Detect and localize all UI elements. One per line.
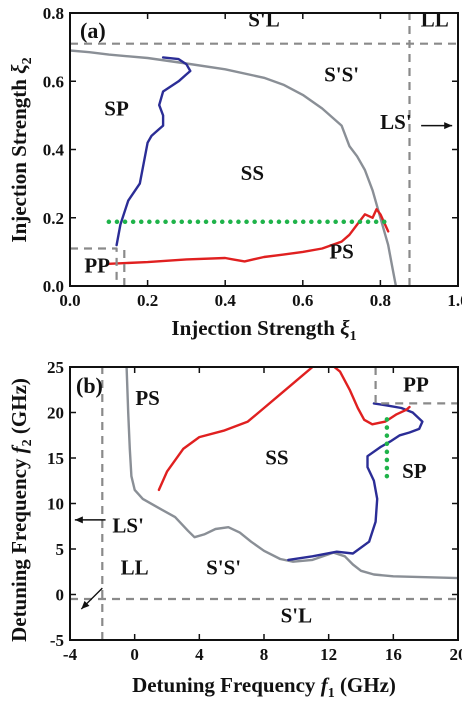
panel-b-series-group — [70, 367, 458, 640]
panel-b-ylabel: Detuning Frequency f2 (GHz) — [7, 378, 35, 642]
panel-b-xtick-label: -4 — [63, 645, 78, 664]
panel-b-region-label: S'S' — [206, 555, 241, 579]
panel-b-xtick-label: 4 — [195, 645, 204, 664]
panel-a-xtick-label: 0.4 — [215, 291, 237, 310]
panel-b: PS PP SS SP LS' LL S'S' S'L -4 0 4 8 12 16 20 -5 0 5 10 15… — [7, 358, 462, 701]
panel-a-xtick-label: 0.6 — [292, 291, 313, 310]
panel-b-xtick-label: 20 — [450, 645, 462, 664]
panel-b-plot: PS PP SS SP LS' LL S'S' S'L — [70, 367, 458, 640]
panel-b-region-label: PP — [403, 373, 429, 397]
panel-b-ytick-label: -5 — [50, 631, 64, 650]
panel-b-ytick-label: 15 — [47, 449, 64, 468]
panel-b-ytick-label: 5 — [56, 540, 65, 559]
panel-a-ytick-label: 0.2 — [43, 209, 64, 228]
panel-a-arrow-head — [444, 122, 453, 130]
panel-a-series-6-dashed-dashed — [70, 247, 118, 286]
panel-b-xtick-label: 16 — [385, 645, 402, 664]
panel-a-label: (a) — [80, 18, 106, 43]
panel-a-plot: S'L LL SP S'S' LS' SS PS PP — [70, 8, 458, 286]
panel-a-region-label: S'S' — [324, 62, 359, 86]
panel-b-arrow-head — [81, 600, 90, 610]
panel-a-ytick-label: 0.6 — [43, 72, 64, 91]
panel-a-region-label: LS' — [380, 110, 412, 134]
panel-b-series-6-dashed-dashed — [374, 367, 458, 405]
panel-a-xtick-label: 0.8 — [370, 291, 391, 310]
panel-b-ytick-label: 0 — [56, 586, 65, 605]
panel-a-xlabel: Injection Strength ξ1 — [171, 316, 356, 344]
panel-b-region-label: SS — [265, 445, 288, 469]
panel-b-xtick-label: 8 — [260, 645, 269, 664]
panel-b-ytick-label: 20 — [47, 404, 64, 423]
panel-b-series-1-blue-solid — [287, 402, 424, 562]
panel-a-series-0-gray-solid — [70, 49, 398, 286]
panel-b-xtick-label: 0 — [130, 645, 139, 664]
panel-a-frame — [69, 12, 459, 287]
panel-a-series-2-red-solid — [107, 207, 390, 265]
panel-b-region-label: LS' — [112, 514, 144, 538]
panel-b-series-0-gray-solid — [125, 367, 458, 580]
panel-a-region-label: S'L — [248, 8, 280, 32]
panel-b-arrow-head — [74, 516, 83, 524]
panel-b-ytick-label: 25 — [47, 358, 64, 377]
panel-a-xtick-label: 0.0 — [59, 291, 80, 310]
panel-a-ylabel: Injection Strength ξ2 — [7, 57, 35, 242]
panel-a-xtick-label: 1.0 — [447, 291, 462, 310]
panel-a-region-label: PS — [329, 240, 354, 264]
panel-a-series-1-blue-solid — [115, 56, 192, 247]
panel-b-series-2-red-solid — [157, 367, 411, 492]
panel-b-ytick-label: 10 — [47, 495, 64, 514]
panel-a-ytick-label: 0.8 — [43, 4, 64, 23]
panel-b-label: (b) — [76, 373, 103, 398]
panel-a-xtick-label: 0.2 — [137, 291, 158, 310]
panel-a-region-label: LL — [421, 8, 449, 32]
panel-b-region-label: PS — [135, 386, 160, 410]
panel-a-region-label: SS — [241, 161, 264, 185]
panel-a-ytick-label: 0.0 — [43, 277, 64, 296]
panel-b-ticks: -4 0 4 8 12 16 20 -5 0 5 10 15 20 25 — [47, 358, 462, 664]
panel-a-region-label: SP — [104, 96, 129, 120]
panel-b-region-label: LL — [121, 555, 149, 579]
panel-b-region-label: SP — [402, 459, 427, 483]
panel-a-ticks: 0.0 0.2 0.4 0.6 0.8 1.0 0.0 0.2 0.4 0.6 0.8 — [43, 4, 462, 310]
panel-a-series-group — [70, 13, 458, 286]
panel-a-ytick-label: 0.4 — [43, 141, 65, 160]
panel-b-region-label: S'L — [281, 604, 313, 628]
panel-a-region-label: PP — [84, 253, 110, 277]
panel-b-xlabel: Detuning Frequency f1 (GHz) — [132, 673, 396, 701]
panel-b-xtick-label: 12 — [320, 645, 337, 664]
